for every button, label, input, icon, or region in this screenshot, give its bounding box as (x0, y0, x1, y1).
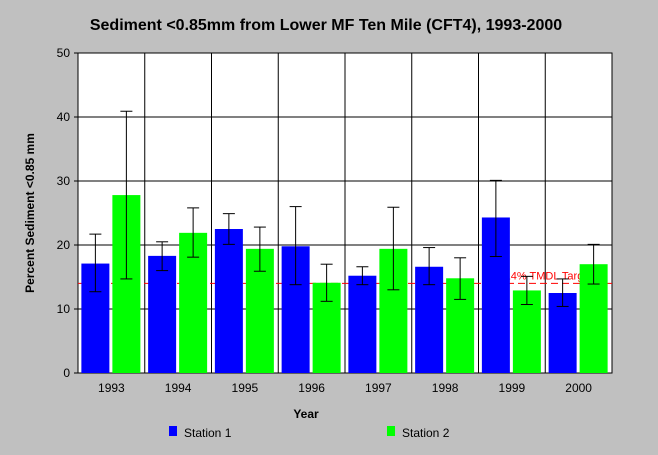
x-tick-label-2000: 2000 (565, 381, 592, 395)
error-bar-1-1999 (489, 179, 502, 258)
error-bar-2-1996 (320, 263, 333, 302)
error-bar-2-1995 (253, 226, 266, 272)
legend-swatch-station-2 (387, 426, 395, 436)
x-axis-label: Year (293, 407, 319, 421)
x-tick-label-1996: 1996 (298, 381, 325, 395)
error-bar-1-1996 (289, 206, 302, 286)
error-bar-1-2000 (556, 278, 569, 307)
error-bar-2-1993 (120, 110, 133, 280)
x-tick-label-1993: 1993 (98, 381, 125, 395)
y-ticks: 0 10 20 30 40 50 (57, 46, 78, 380)
bar-1-1997 (348, 275, 377, 373)
x-tick-label-1997: 1997 (365, 381, 392, 395)
y-tick-label-40: 40 (57, 110, 71, 124)
error-bar-2-1999 (520, 275, 533, 306)
x-tick-label-1995: 1995 (232, 381, 259, 395)
legend: Station 1 Station 2 (169, 426, 450, 440)
y-tick-label-30: 30 (57, 174, 71, 188)
bars (81, 195, 608, 373)
error-bars (89, 110, 600, 307)
x-tick-label-1998: 1998 (432, 381, 459, 395)
error-bar-1-1997 (356, 266, 369, 286)
y-tick-label-50: 50 (57, 46, 71, 60)
error-bar-2-1994 (187, 207, 200, 258)
y-tick-label-0: 0 (63, 366, 70, 380)
error-bar-2-1998 (454, 257, 467, 300)
error-bar-2-2000 (587, 243, 600, 285)
bar-1-1994 (148, 255, 177, 373)
x-tick-label-1999: 1999 (499, 381, 526, 395)
y-axis-label: Percent Sediment <0.85 mm (23, 133, 37, 293)
legend-label-station-2: Station 2 (402, 426, 450, 440)
error-bar-1-1998 (423, 247, 436, 286)
legend-swatch-station-1 (169, 426, 177, 436)
bar-1-1995 (214, 229, 243, 373)
error-bar-1-1993 (89, 233, 102, 293)
chart-title: Sediment <0.85mm from Lower MF Ten Mile … (90, 17, 562, 34)
x-ticks: 1993 1994 1995 1996 1997 1998 1999 2000 (98, 381, 592, 395)
y-tick-label-20: 20 (57, 238, 71, 252)
y-tick-label-10: 10 (57, 302, 71, 316)
x-tick-label-1994: 1994 (165, 381, 192, 395)
tmdl-target-label: 14% TMDL Target (505, 270, 593, 282)
error-bar-1-1995 (222, 213, 235, 245)
error-bar-2-1997 (387, 206, 400, 291)
legend-label-station-1: Station 1 (184, 426, 232, 440)
error-bar-1-1994 (156, 241, 169, 272)
